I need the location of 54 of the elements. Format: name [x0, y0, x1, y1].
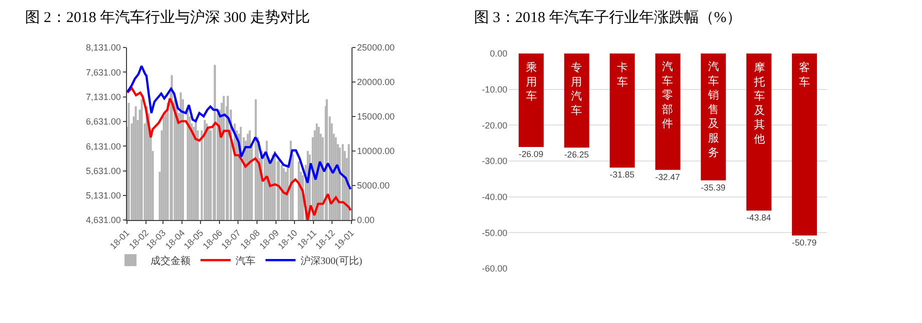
y-tick-label: 0.00: [490, 48, 508, 59]
x-tick-label: 摩托车及其他: [753, 61, 765, 146]
y2-tick-label: 25000.00: [357, 42, 395, 53]
y-tick-label: 8,131.00: [86, 42, 121, 53]
data-label: -31.85: [610, 170, 635, 180]
chart-title: 图 2：2018 年汽车行业与沪深 300 走势对比: [25, 9, 310, 26]
y-tick-label: -10.00: [482, 84, 508, 95]
data-label: -26.25: [564, 150, 590, 160]
bar: [334, 137, 337, 220]
x-tick-label: 乘用车: [526, 61, 537, 103]
x-tick-label: 客车: [799, 61, 810, 88]
y-tick-label: -50.00: [482, 228, 508, 238]
line-series: [126, 64, 352, 190]
y-tick-label: 6,631.00: [86, 116, 121, 127]
bar: [298, 161, 300, 220]
bar: [128, 102, 130, 220]
y-tick-label: -60.00: [482, 264, 508, 274]
data-label: -35.39: [700, 182, 726, 192]
y2-tick-label: 15000.00: [357, 112, 395, 122]
data-label: -50.79: [792, 237, 817, 248]
bar: [342, 144, 344, 220]
bar: [274, 151, 276, 220]
bar: [186, 110, 189, 220]
legend-label: 汽车: [236, 254, 256, 267]
bar: [222, 96, 225, 220]
y-tick-label: 5,131.00: [86, 190, 121, 201]
bar: [204, 120, 206, 220]
x-tick-label: 专用汽车: [571, 61, 582, 117]
x-tick-label: 汽车销售及服务: [707, 61, 719, 159]
bar: [246, 134, 249, 220]
y2-tick-label: 20000.00: [357, 77, 395, 88]
bar: [254, 99, 257, 220]
bar: [226, 96, 229, 220]
bar: [248, 130, 251, 220]
x-tick-label: 卡车: [617, 61, 628, 88]
data-label: -26.09: [518, 148, 544, 159]
chart-title: 图 3：2018 年汽车子行业年涨跌幅（%）: [474, 9, 742, 26]
bar: [140, 99, 143, 220]
y2-tick-label: 10000.00: [357, 146, 395, 156]
y-tick-label: -40.00: [482, 192, 508, 202]
y2-tick-label: 0.00: [357, 215, 375, 226]
y-tick-label: -20.00: [482, 120, 508, 130]
legend-label: 成交金额: [150, 254, 191, 267]
y-tick-label: 4,631.00: [86, 215, 121, 226]
data-label: -43.84: [746, 212, 772, 223]
y2-tick-label: 5000.00: [357, 180, 390, 191]
legend-label: 沪深300(可比): [300, 254, 362, 267]
y-tick-label: 7,631.00: [86, 67, 121, 78]
y-tick-label: 7,131.00: [86, 92, 121, 102]
y-tick-label: -30.00: [482, 156, 508, 166]
x-tick-label: 汽车零部件: [662, 61, 673, 130]
data-label: -32.47: [655, 172, 680, 182]
y-tick-label: 5,631.00: [86, 166, 121, 176]
y-tick-label: 6,131.00: [86, 141, 121, 152]
